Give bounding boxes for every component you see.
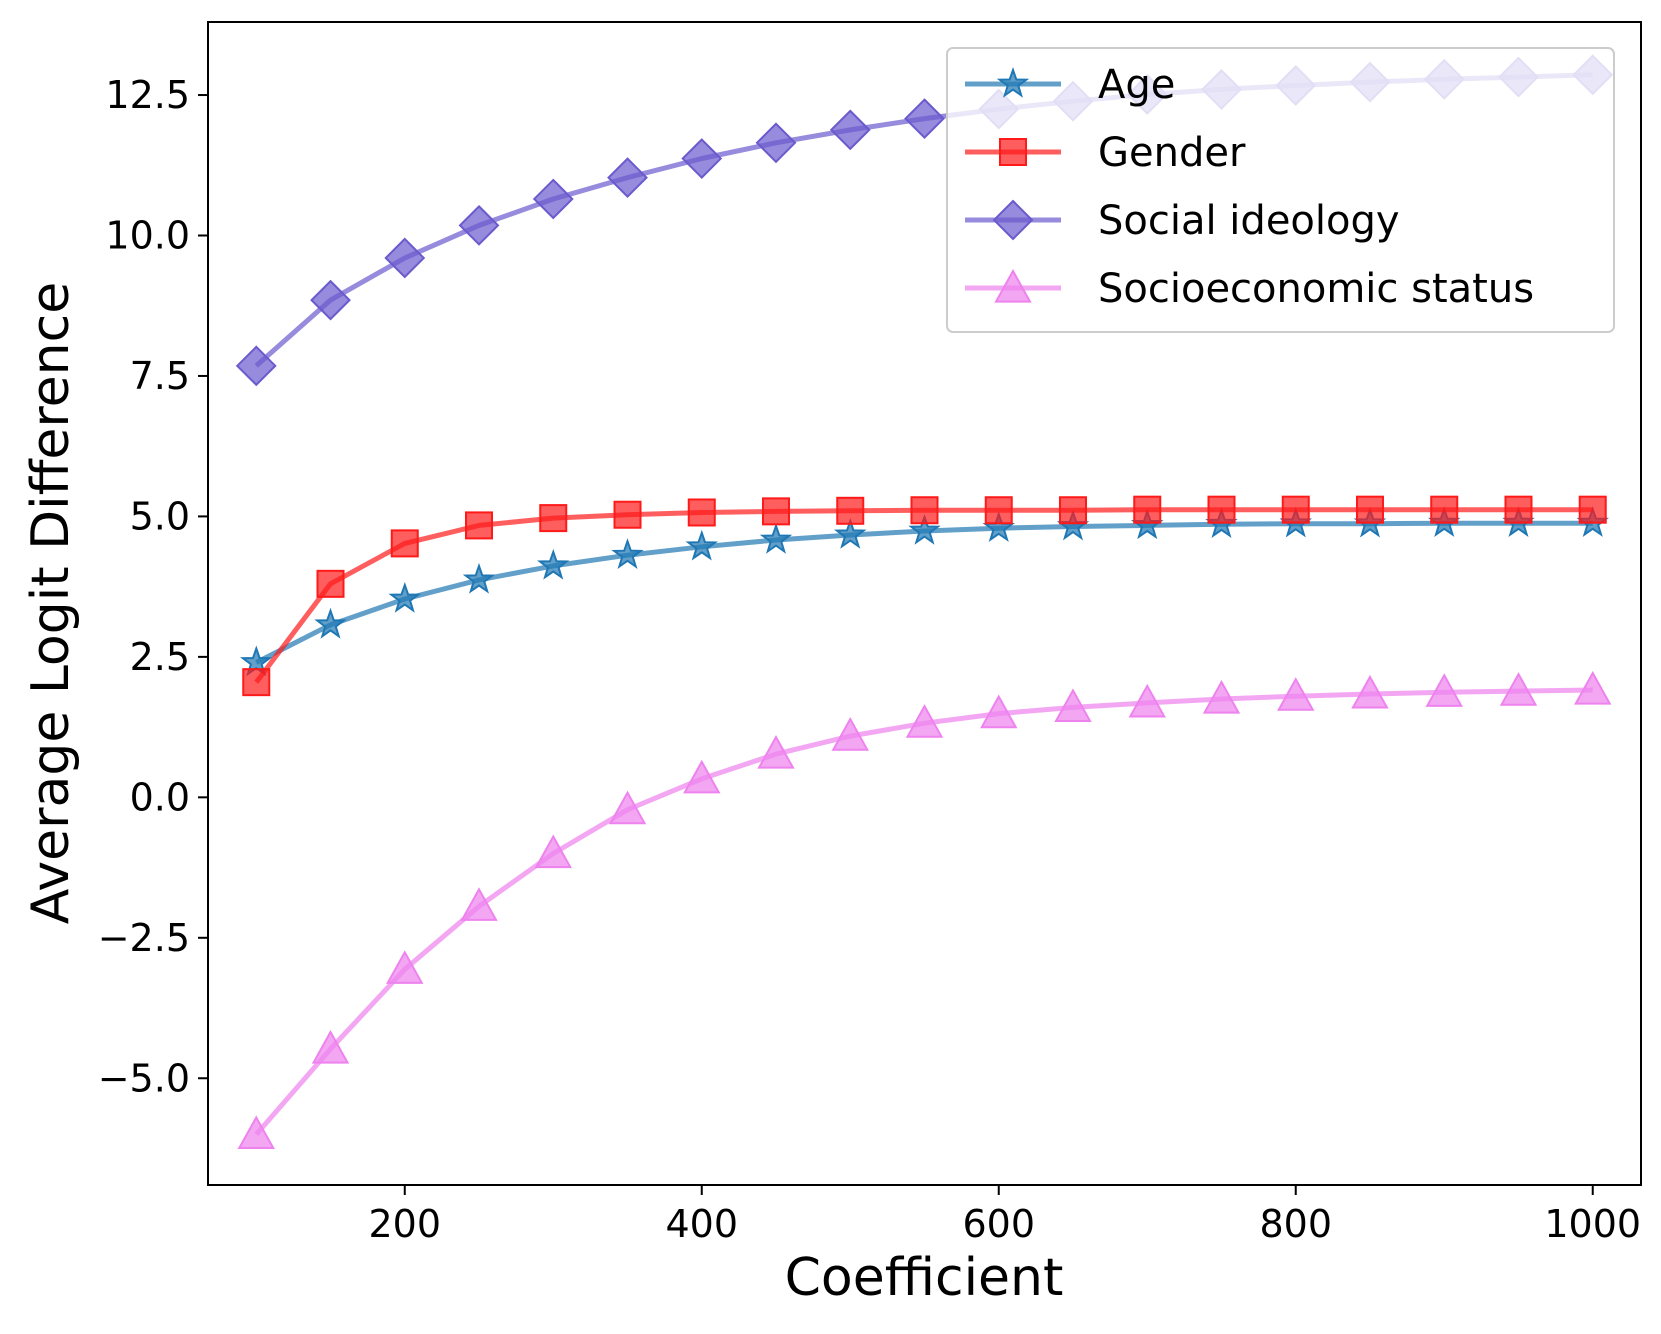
data-point <box>1281 495 1310 524</box>
data-point <box>1207 495 1236 524</box>
y-tick-label: 0.0 <box>130 775 190 819</box>
data-point <box>534 834 572 869</box>
data-point <box>537 548 570 580</box>
legend-label: Social ideology <box>1098 198 1400 244</box>
legend-marker <box>992 199 1034 241</box>
x-axis-label: Coefficient <box>785 1248 1064 1308</box>
y-tick-label: 10.0 <box>105 213 190 257</box>
data-point <box>1355 495 1384 524</box>
legend-marker <box>996 66 1030 98</box>
y-tick-label: 12.5 <box>105 73 190 117</box>
data-point <box>237 1115 275 1150</box>
data-point <box>532 178 574 220</box>
data-point <box>384 237 426 279</box>
data-point <box>687 498 716 527</box>
data-point <box>460 887 498 921</box>
data-point <box>386 950 424 984</box>
x-tick-label: 800 <box>1259 1202 1332 1246</box>
data-point <box>1578 495 1607 524</box>
data-point <box>757 735 795 769</box>
data-point <box>681 138 723 179</box>
data-point <box>1058 496 1087 525</box>
legend-label: Age <box>1098 62 1175 108</box>
data-point <box>908 513 941 545</box>
data-point <box>1504 495 1533 524</box>
data-point <box>311 1029 350 1064</box>
data-point <box>611 538 644 569</box>
data-point <box>613 500 642 529</box>
data-point <box>465 511 494 540</box>
data-point <box>462 562 496 594</box>
data-point <box>759 522 793 554</box>
data-point <box>910 496 939 525</box>
series-socioeconomic-status <box>237 670 1612 1150</box>
data-point <box>685 529 718 561</box>
x-axis: 200 400 600 800 1000 <box>368 1185 1641 1246</box>
plot-frame <box>207 21 1642 1186</box>
legend-marker <box>999 138 1027 166</box>
data-point <box>905 704 944 738</box>
y-axis-label: Average Logit Difference <box>21 282 81 924</box>
legend-marker <box>994 268 1032 303</box>
legend-item: Gender <box>965 130 1246 176</box>
data-point <box>235 345 277 387</box>
legend-item: Socioeconomic status <box>965 266 1534 312</box>
y-tick-label: −2.5 <box>98 916 190 960</box>
y-tick-label: 7.5 <box>130 354 190 398</box>
data-point <box>834 517 867 549</box>
data-point <box>984 496 1013 525</box>
data-point <box>980 694 1018 729</box>
data-point <box>1574 670 1612 705</box>
legend-box <box>946 47 1615 333</box>
y-axis: −5.0 −2.5 0.0 2.5 5.0 7.5 10.0 12.5 <box>98 73 208 1100</box>
data-point <box>390 529 419 558</box>
data-point <box>242 668 271 697</box>
data-point <box>829 109 871 151</box>
data-point <box>755 122 797 164</box>
data-point <box>1054 688 1092 723</box>
data-point <box>539 504 568 533</box>
data-point <box>1128 683 1166 718</box>
data-point <box>1202 679 1241 714</box>
x-tick-label: 600 <box>962 1202 1035 1246</box>
data-point <box>1133 495 1162 524</box>
data-point <box>683 759 721 794</box>
x-tick-label: 200 <box>368 1202 441 1246</box>
data-point <box>608 790 647 825</box>
legend-items: Age Gender Social ideology Socioeconomic st… <box>965 62 1534 312</box>
series-gender <box>242 495 1607 697</box>
data-point <box>1499 672 1538 706</box>
legend: Age Gender Social ideology Socioeconomic st… <box>946 47 1615 333</box>
data-point <box>314 607 347 639</box>
legend-item: Age <box>965 62 1175 108</box>
legend-label: Gender <box>1098 130 1246 176</box>
legend-item: Social ideology <box>965 198 1400 244</box>
data-point <box>1425 673 1463 707</box>
data-point <box>316 569 345 598</box>
y-tick-label: 5.0 <box>130 494 190 538</box>
data-point <box>607 157 648 199</box>
data-point <box>310 279 351 321</box>
x-tick-label: 1000 <box>1544 1202 1641 1246</box>
x-tick-label: 400 <box>665 1202 738 1246</box>
data-point <box>1430 495 1459 524</box>
data-point <box>836 496 865 525</box>
data-point <box>388 581 422 613</box>
data-point <box>458 204 500 246</box>
data-point <box>239 645 273 677</box>
data-point <box>1351 674 1389 709</box>
legend-label: Socioeconomic status <box>1098 266 1534 312</box>
data-point <box>904 98 945 140</box>
y-tick-label: 2.5 <box>130 635 190 679</box>
data-point <box>1277 677 1315 711</box>
y-tick-label: −5.0 <box>98 1056 190 1100</box>
data-point <box>831 717 869 751</box>
data-point <box>762 497 791 526</box>
